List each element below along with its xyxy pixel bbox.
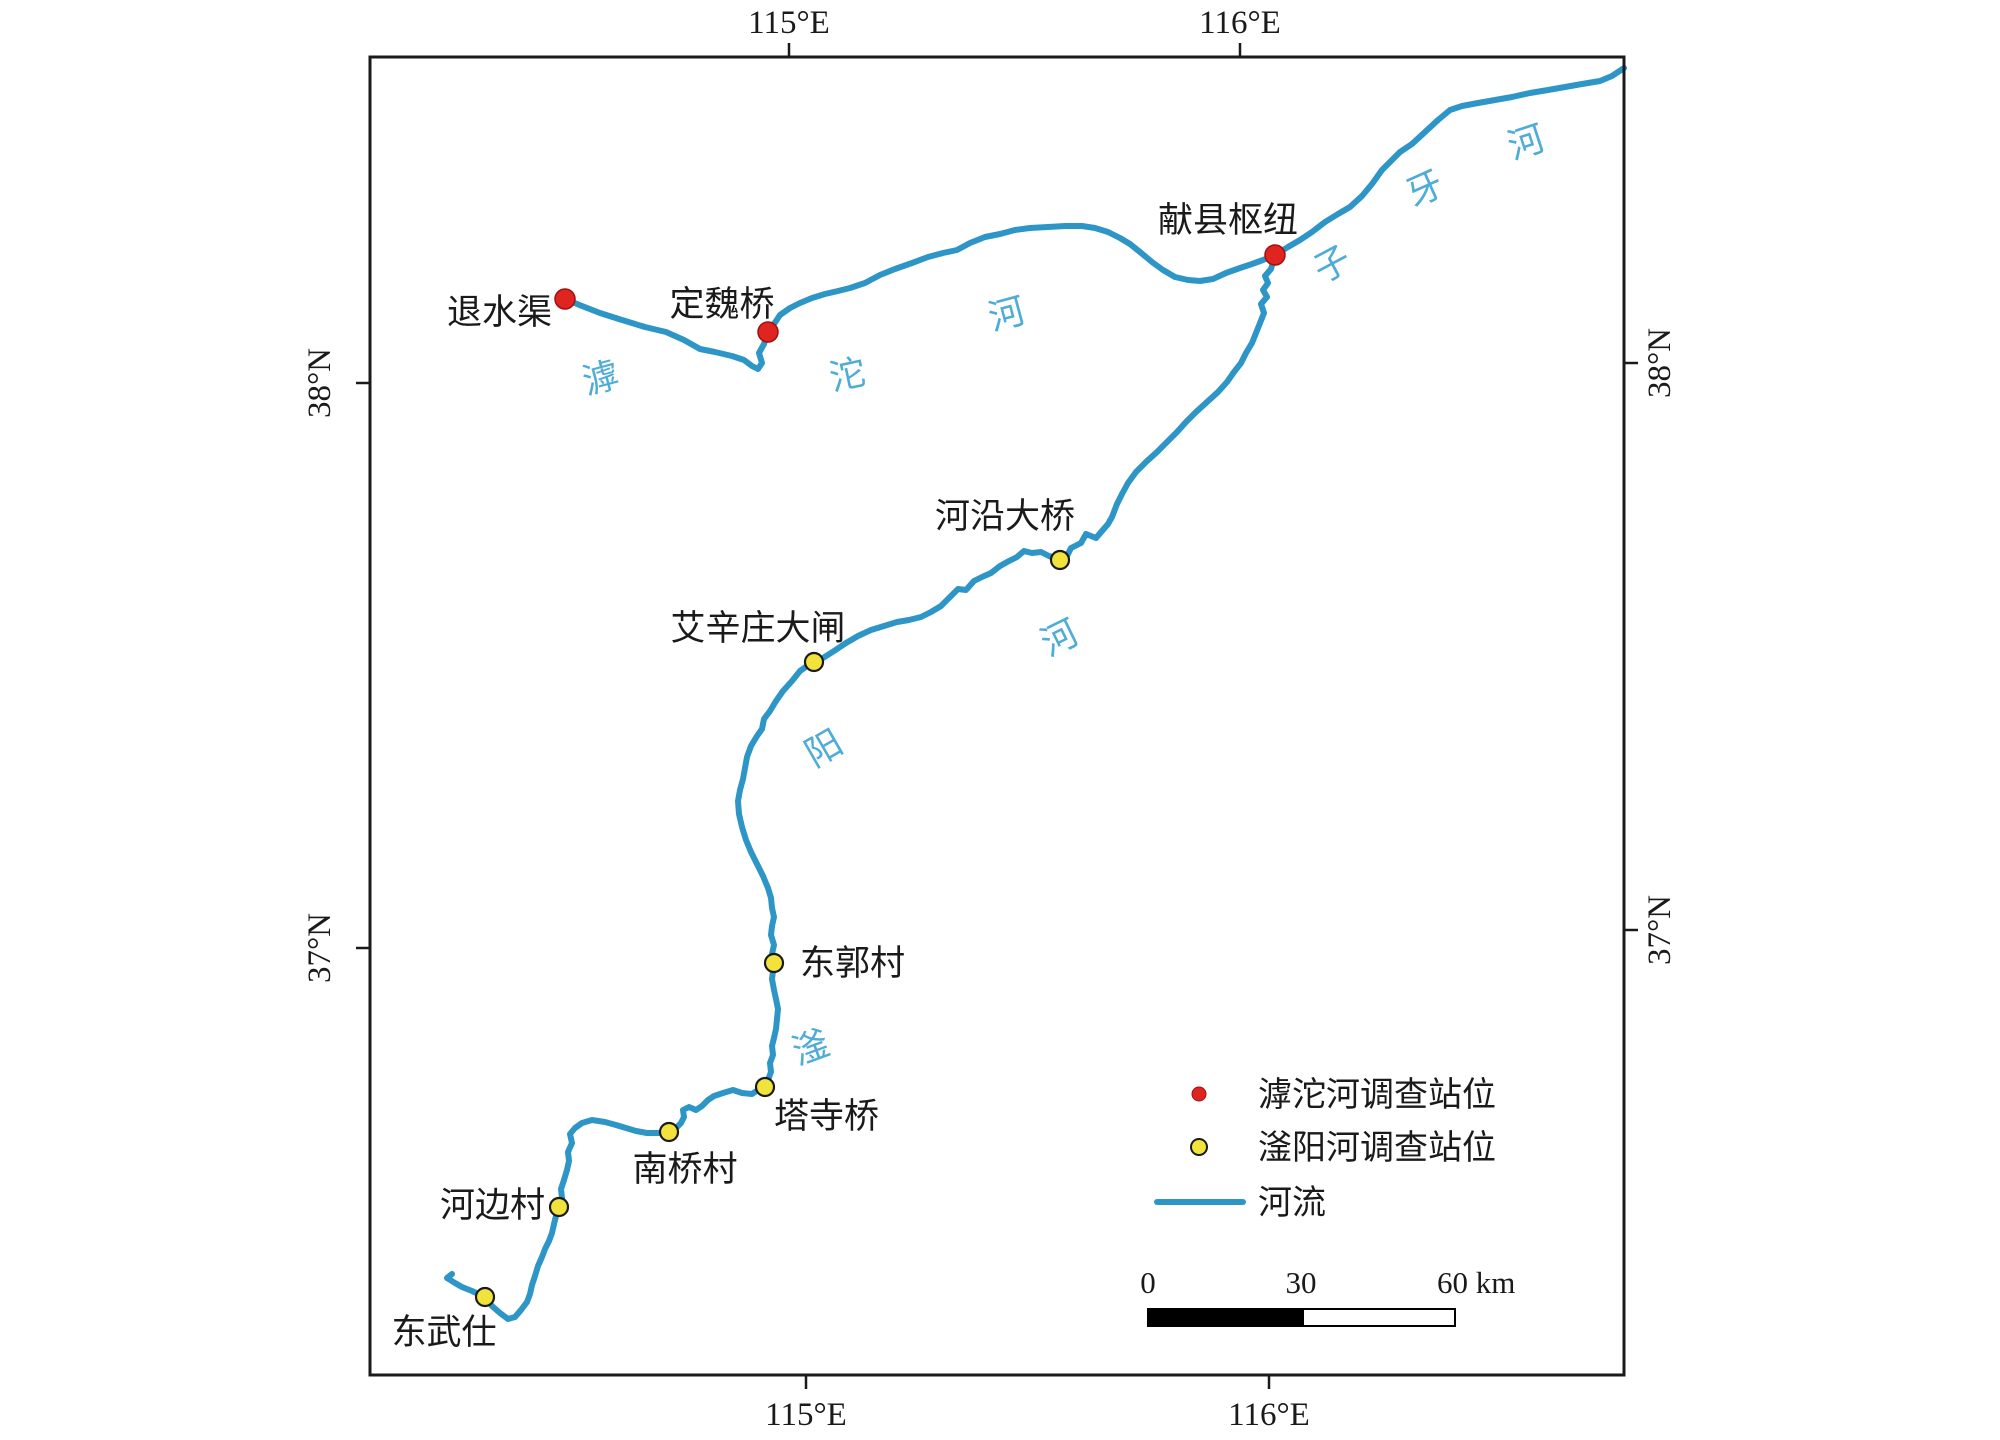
legend-yellow-dot-icon	[1190, 1138, 1208, 1156]
fuyang-station-dot	[658, 1121, 680, 1143]
fuyang-station-dot	[1049, 549, 1071, 571]
river-name-char: 河	[1035, 612, 1085, 664]
river-name-char: 河	[1503, 118, 1550, 167]
fuyang-river	[444, 252, 1278, 1322]
fuyang-station-dot	[754, 1076, 776, 1098]
left-axis-label: 38°N	[302, 348, 338, 418]
top-axis-label: 115°E	[748, 5, 830, 41]
scalebar-black-segment	[1148, 1309, 1303, 1326]
fuyang-station-dot	[803, 651, 825, 673]
legend-item-label: 滹沱河调查站位	[1258, 1076, 1496, 1114]
scalebar-label: 60 km	[1437, 1265, 1515, 1300]
station-label: 河边村	[440, 1186, 545, 1225]
river-name-char: 滏	[787, 1023, 835, 1073]
river-name-char: 滹	[578, 354, 623, 402]
river-name-char: 阳	[798, 722, 849, 775]
hutuo-ziya-river	[562, 65, 1627, 372]
hutuo-station-dot	[757, 321, 779, 343]
station-label: 退水渠	[447, 293, 552, 332]
station-label: 艾辛庄大闸	[670, 609, 845, 648]
top-axis-label: 116°E	[1199, 5, 1281, 41]
scalebar-outline	[1147, 1308, 1456, 1327]
river-name-char: 子	[1307, 238, 1358, 290]
map-frame	[368, 55, 1626, 1377]
bottom-axis-label: 115°E	[765, 1397, 847, 1433]
station-label: 东郭村	[800, 944, 905, 983]
scalebar-label: 0	[1140, 1265, 1156, 1300]
legend-item-label: 河流	[1258, 1184, 1326, 1222]
station-label: 河沿大桥	[935, 497, 1075, 536]
fuyang-station-dot	[763, 952, 785, 974]
fuyang-station-dot	[474, 1286, 496, 1308]
scalebar-white-segment	[1302, 1308, 1456, 1327]
scalebar-label: 30	[1286, 1265, 1317, 1300]
legend-item-label: 滏阳河调查站位	[1258, 1129, 1496, 1167]
hutuo-station-dot	[1264, 244, 1286, 266]
right-axis-label: 38°N	[1642, 328, 1678, 398]
legend-red-dot-icon	[1191, 1086, 1207, 1102]
right-axis-label: 37°N	[1642, 895, 1678, 965]
hutuo-station-dot	[554, 288, 576, 310]
station-label: 南桥村	[632, 1150, 737, 1189]
left-axis-label: 37°N	[302, 913, 338, 983]
fuyang-station-dot	[548, 1196, 570, 1218]
station-label: 东武仕	[391, 1313, 496, 1352]
river-name-char: 河	[984, 290, 1029, 338]
river-name-char: 牙	[1401, 163, 1450, 214]
station-label: 定魏桥	[669, 285, 774, 324]
station-label: 献县枢纽	[1158, 201, 1298, 240]
bottom-axis-label: 116°E	[1228, 1397, 1310, 1433]
river-name-char: 沱	[826, 352, 870, 399]
station-label: 塔寺桥	[774, 1097, 879, 1136]
